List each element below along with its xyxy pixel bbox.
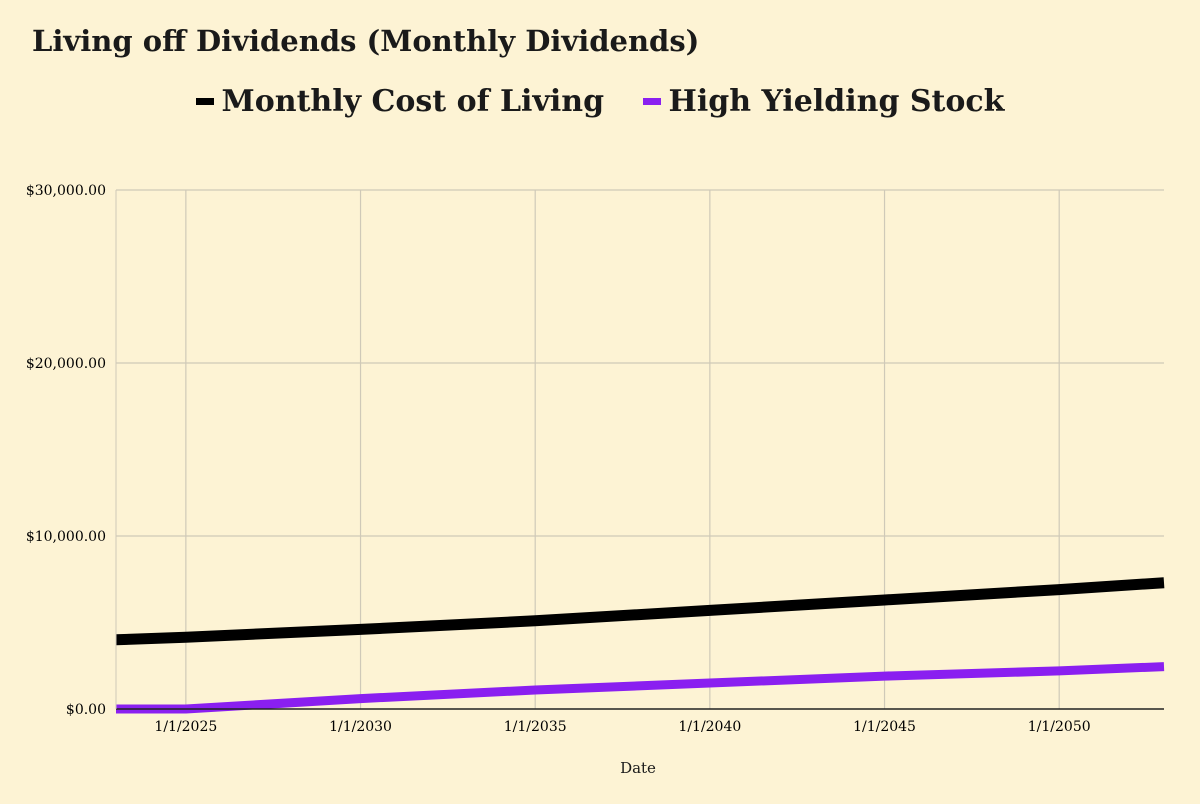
x-tick-label: 1/1/2040: [678, 719, 741, 735]
x-tick-label: 1/1/2045: [853, 719, 916, 735]
legend-swatch-high-yielding-stock: [642, 97, 661, 105]
grid-lines: [116, 189, 1164, 709]
axes: [115, 190, 1164, 710]
series-line-cost-of-living: [115, 577, 1165, 646]
series-line-high-yielding-stock: [116, 662, 1165, 714]
x-tick-label: 1/1/2050: [1028, 719, 1091, 735]
legend: Monthly Cost of Living High Yielding Sto…: [0, 84, 1200, 119]
chart-title: Living off Dividends (Monthly Dividends): [32, 24, 700, 58]
x-axis-ticks: 1/1/2025 1/1/2030 1/1/2035 1/1/2040 1/1/2045…: [154, 719, 1090, 735]
y-tick-label: $0.00: [66, 702, 106, 718]
legend-label-cost-of-living: Monthly Cost of Living: [221, 84, 605, 119]
y-tick-label: $20,000.00: [26, 356, 106, 372]
y-axis-ticks: $0.00 $10,000.00 $20,000.00 $30,000.00: [26, 183, 106, 718]
legend-label-high-yielding-stock: High Yielding Stock: [668, 84, 1005, 119]
y-tick-label: $30,000.00: [26, 183, 106, 199]
legend-swatch-cost-of-living: [195, 97, 214, 105]
x-tick-label: 1/1/2025: [154, 719, 217, 735]
legend-entry-high-yielding-stock: High Yielding Stock: [642, 84, 1005, 119]
x-tick-label: 1/1/2030: [329, 719, 392, 735]
y-tick-label: $10,000.00: [26, 529, 106, 545]
x-axis-title: Date: [620, 759, 656, 777]
legend-entry-cost-of-living: Monthly Cost of Living: [195, 84, 605, 119]
x-tick-label: 1/1/2035: [504, 719, 567, 735]
series-lines: [115, 577, 1165, 714]
